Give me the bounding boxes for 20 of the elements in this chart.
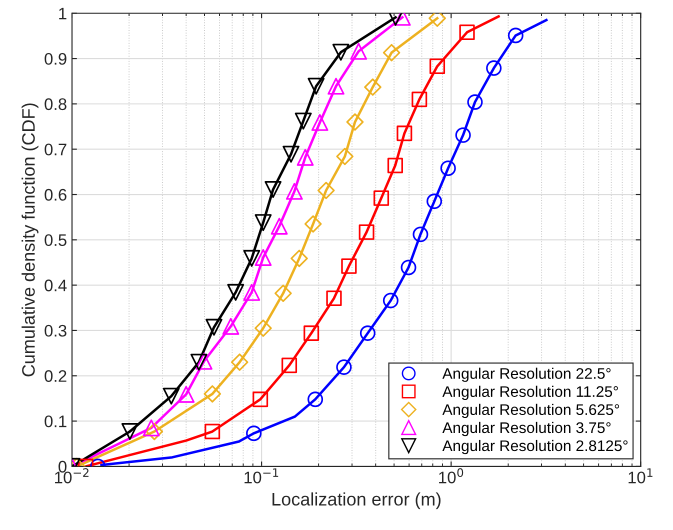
y-tick-label: 0.8 <box>44 98 66 110</box>
y-tick-label: 0.7 <box>44 144 66 156</box>
legend-label: Angular Resolution 5.625° <box>442 404 620 418</box>
y-tick-label: 0.9 <box>44 52 66 65</box>
legend-label: Angular Resolution 11.25° <box>442 386 618 400</box>
legend-label: Angular Resolution 3.75° <box>442 422 611 436</box>
y-axis-title: Cumulative density function (CDF) <box>22 103 38 376</box>
y-tick-label: 0.2 <box>44 370 66 382</box>
y-tick-label: 0.3 <box>44 324 66 337</box>
legend-label: Angular Resolution 2.8125° <box>442 440 628 454</box>
y-tick-label: 0.1 <box>44 415 66 428</box>
y-tick-label: 0.6 <box>44 188 66 201</box>
x-axis-title: Localization error (m) <box>272 492 441 510</box>
x-tick-label: 10$^{1}$ <box>628 468 652 484</box>
x-tick-label: 10$^{0}$ <box>439 468 464 484</box>
y-tick-label: 1 <box>59 8 66 20</box>
y-tick-label: 0.4 <box>44 280 67 292</box>
x-tick-label: 10$^{−1}$ <box>244 468 278 484</box>
legend-label: Angular Resolution 22.5° <box>442 368 611 382</box>
y-tick-label: 0.5 <box>44 234 66 246</box>
